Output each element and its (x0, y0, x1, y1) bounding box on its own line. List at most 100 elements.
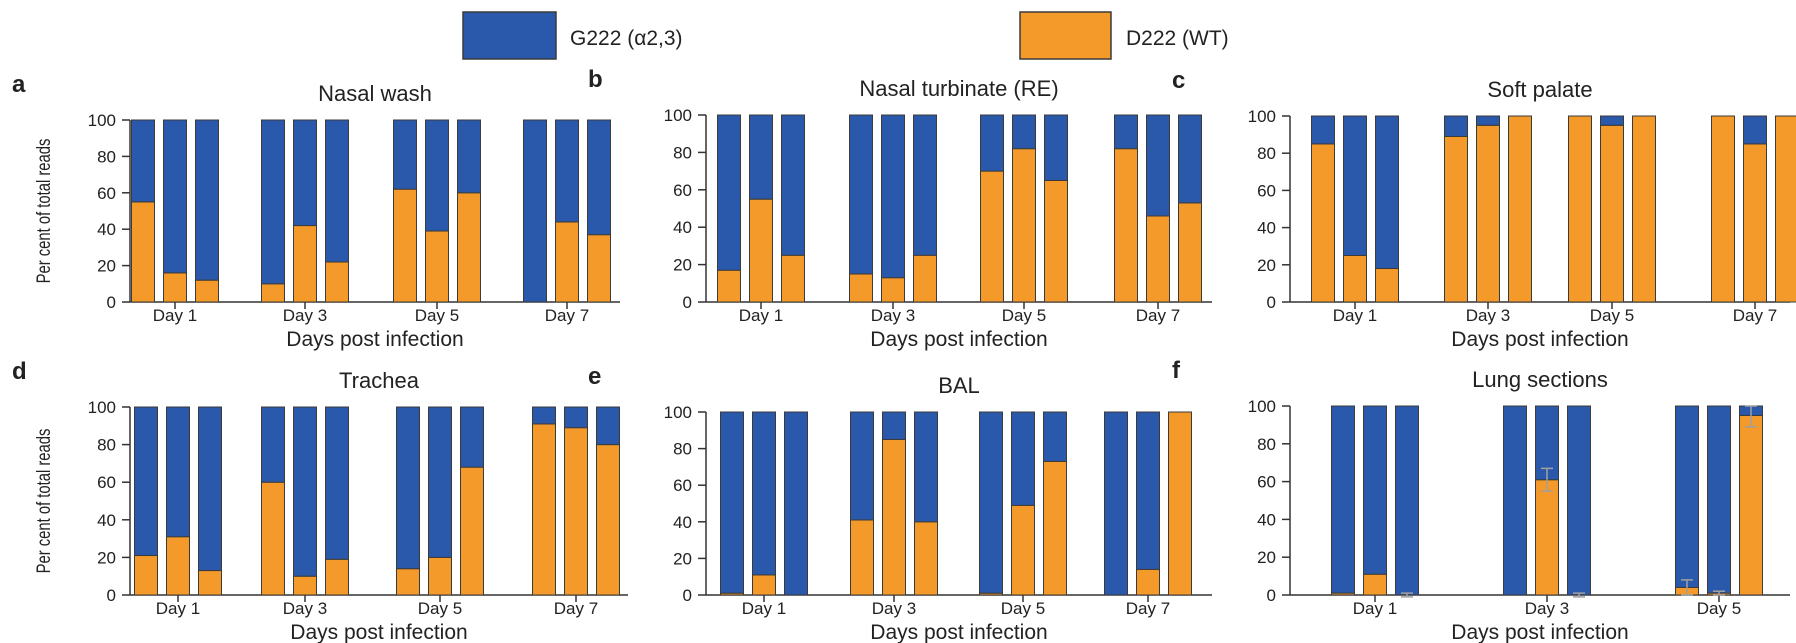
x-tick-label: Day 1 (742, 599, 786, 618)
bar-g222 (781, 114, 805, 256)
y-tick-label: 100 (88, 111, 116, 130)
bar-d222 (596, 444, 620, 596)
bar-d222 (131, 201, 155, 303)
bar-g222 (1311, 115, 1335, 145)
bar-d222 (1043, 460, 1067, 596)
x-axis-label: Days post infection (290, 621, 467, 643)
bar-d222 (564, 427, 588, 596)
bar-d222 (1739, 414, 1763, 596)
bar-g222 (261, 406, 285, 483)
y-tick-label: 60 (97, 473, 116, 492)
bar-d222 (1632, 115, 1656, 303)
bar-d222 (457, 192, 481, 303)
y-tick-label: 80 (97, 147, 116, 166)
y-tick-label: 0 (683, 586, 692, 605)
bar-d222 (1011, 504, 1035, 596)
bar-d222 (1535, 479, 1559, 596)
bar-g222 (749, 114, 773, 200)
y-tick-label: 80 (1257, 144, 1276, 163)
bar-g222 (1331, 405, 1355, 594)
bar-g222 (979, 411, 1003, 594)
panels: a Nasal wash 0 20 40 60 80 100 Per cent of total… (12, 66, 1796, 643)
bar-d222 (293, 225, 317, 303)
panel-b: b Nasal turbinate (RE) 0 20 40 60 80 100 Day 1 Da… (588, 66, 1212, 351)
panel-letter: c (1172, 67, 1185, 94)
panel-title: Nasal wash (318, 81, 432, 106)
panel-letter: d (12, 358, 27, 385)
bar-g222 (1044, 114, 1068, 181)
panel-d: d Trachea 0 20 40 60 80 100 Per cent of total re… (12, 358, 628, 643)
bar-g222 (325, 119, 349, 263)
panel-letter: e (588, 363, 601, 390)
bar-g222 (720, 411, 744, 594)
bar-d222 (881, 277, 905, 303)
y-axis-label: Per cent of total reads (33, 139, 54, 284)
y-tick-label: 100 (664, 403, 692, 422)
y-tick-label: 80 (673, 440, 692, 459)
y-tick-label: 20 (1257, 548, 1276, 567)
bar-g222 (1012, 114, 1036, 150)
bar-g222 (596, 406, 620, 446)
bar-g222 (980, 114, 1004, 172)
bar-g222 (913, 114, 937, 256)
bar-g222 (881, 114, 905, 279)
y-tick-label: 60 (97, 184, 116, 203)
y-tick-label: 20 (673, 256, 692, 275)
x-tick-label: Day 1 (1333, 306, 1377, 325)
bar-d222 (1476, 124, 1500, 303)
bar-d222 (913, 254, 937, 303)
bar-g222 (850, 411, 874, 521)
bar-d222 (1114, 148, 1138, 303)
x-axis-label: Days post infection (286, 328, 463, 351)
x-tick-label: Day 1 (156, 599, 200, 618)
x-tick-label: Day 3 (871, 306, 915, 325)
bar-d222 (717, 269, 741, 303)
y-tick-label: 100 (1248, 107, 1276, 126)
bar-d222 (532, 423, 556, 596)
bar-d222 (261, 283, 285, 303)
legend: G222 (α2,3) D222 (WT) (462, 11, 1229, 60)
bar-d222 (1146, 215, 1170, 303)
y-axis-label: Per cent of total reads (33, 429, 54, 574)
y-tick-label: 40 (97, 511, 116, 530)
bar-g222 (1444, 115, 1468, 137)
bar-g222 (460, 406, 484, 468)
bar-d222 (325, 558, 349, 596)
x-tick-label: Day 3 (1466, 306, 1510, 325)
y-tick-label: 80 (97, 436, 116, 455)
x-tick-label: Day 7 (545, 306, 589, 325)
x-tick-label: Day 7 (1126, 599, 1170, 618)
panel-e: e BAL 0 20 40 60 80 100 Day 1 Day 3 Day 5 Day 7 Days… (588, 363, 1212, 643)
bar-d222 (393, 188, 417, 303)
x-tick-label: Day 3 (283, 306, 327, 325)
bar-d222 (1136, 568, 1160, 596)
bar-g222 (1395, 405, 1419, 596)
bar-g222 (293, 119, 317, 227)
bar-d222 (166, 536, 190, 596)
bar-d222 (396, 568, 420, 596)
bar-g222 (425, 119, 449, 232)
legend-label-d222: D222 (WT) (1126, 27, 1229, 50)
x-tick-label: Day 3 (283, 599, 327, 618)
bar-d222 (555, 221, 579, 303)
bar-g222 (1363, 405, 1387, 575)
bar-d222 (1508, 115, 1532, 303)
bar-g222 (396, 406, 420, 570)
y-tick-label: 40 (1257, 219, 1276, 238)
y-tick-label: 0 (107, 586, 116, 605)
bar-g222 (914, 411, 938, 523)
bar-g222 (1114, 114, 1138, 150)
bar-d222 (1044, 179, 1068, 303)
bar-d222 (587, 234, 611, 303)
bar-d222 (749, 198, 773, 303)
bar-d222 (460, 466, 484, 596)
bar-d222 (425, 230, 449, 303)
bar-d222 (781, 254, 805, 303)
x-tick-label: Day 1 (739, 306, 783, 325)
bar-g222 (752, 411, 776, 576)
y-tick-label: 0 (683, 293, 692, 312)
x-tick-label: Day 5 (1697, 599, 1741, 618)
bar-g222 (1600, 115, 1624, 126)
bar-g222 (1476, 115, 1500, 126)
